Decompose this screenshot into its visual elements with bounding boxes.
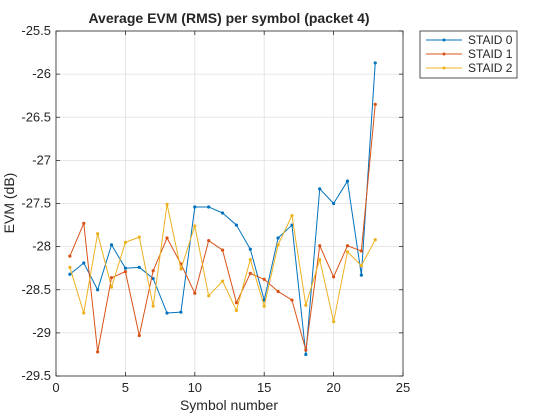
legend-label-staid-2: STAID 2 bbox=[468, 61, 513, 75]
data-point-staid-1 bbox=[109, 276, 114, 280]
legend-label-staid-1: STAID 1 bbox=[468, 47, 513, 61]
legend-marker-staid-0 bbox=[442, 38, 446, 42]
data-point-staid-0 bbox=[151, 276, 155, 281]
y-tick-label: -29.5 bbox=[21, 368, 51, 383]
data-point-staid-2 bbox=[165, 202, 169, 206]
data-point-staid-2 bbox=[96, 232, 100, 236]
legend: STAID 0 STAID 1 STAID 2 bbox=[419, 30, 518, 79]
data-point-staid-2 bbox=[318, 257, 322, 262]
data-point-staid-2 bbox=[304, 303, 308, 307]
data-point-staid-1 bbox=[82, 221, 86, 225]
data-point-staid-1 bbox=[373, 102, 377, 106]
data-point-staid-1 bbox=[137, 333, 141, 338]
legend-label-staid-0: STAID 0 bbox=[468, 33, 513, 47]
data-point-staid-1 bbox=[234, 301, 239, 305]
data-point-staid-2 bbox=[193, 224, 197, 228]
data-point-staid-0 bbox=[68, 272, 72, 276]
data-point-staid-0 bbox=[304, 352, 308, 357]
x-tick-label: 10 bbox=[188, 380, 202, 395]
data-point-staid-2 bbox=[220, 279, 225, 283]
data-point-staid-0 bbox=[179, 310, 183, 314]
data-point-staid-0 bbox=[345, 179, 350, 183]
data-point-staid-1 bbox=[262, 277, 266, 281]
data-point-staid-0 bbox=[359, 273, 363, 277]
data-point-staid-1 bbox=[151, 269, 155, 273]
data-point-staid-1 bbox=[359, 249, 363, 253]
data-point-staid-2 bbox=[332, 320, 336, 324]
data-point-staid-2 bbox=[234, 308, 239, 313]
data-point-staid-0 bbox=[332, 201, 336, 206]
data-point-staid-2 bbox=[359, 264, 363, 268]
data-point-staid-2 bbox=[276, 243, 280, 247]
data-point-staid-0 bbox=[137, 265, 141, 269]
data-point-staid-0 bbox=[207, 205, 211, 209]
data-point-staid-0 bbox=[234, 223, 239, 227]
axis-ticks: 0 5 10 15 20 25 -25.5 -26 -26.5 -27 -27.5 -28 -28.5 -… bbox=[21, 23, 410, 395]
y-tick-label: -26 bbox=[32, 66, 51, 81]
data-point-staid-0 bbox=[109, 243, 114, 247]
data-point-staid-0 bbox=[248, 247, 252, 251]
data-point-staid-2 bbox=[373, 238, 377, 242]
data-point-staid-1 bbox=[345, 244, 350, 248]
data-point-staid-0 bbox=[276, 236, 280, 240]
data-point-staid-2 bbox=[151, 304, 155, 308]
data-point-staid-1 bbox=[304, 348, 308, 352]
data-point-staid-1 bbox=[165, 236, 169, 240]
data-point-staid-2 bbox=[262, 304, 266, 308]
data-point-staid-1 bbox=[123, 270, 127, 274]
data-point-staid-2 bbox=[179, 267, 183, 271]
data-point-staid-2 bbox=[248, 257, 252, 262]
x-tick-label: 15 bbox=[257, 380, 271, 395]
data-point-staid-1 bbox=[193, 291, 197, 295]
y-tick-label: -28.5 bbox=[21, 282, 51, 297]
y-tick-label: -29 bbox=[32, 325, 51, 340]
y-tick-label: -26.5 bbox=[21, 109, 51, 124]
data-point-staid-0 bbox=[220, 211, 225, 215]
data-point-staid-0 bbox=[373, 61, 377, 65]
data-point-staid-2 bbox=[82, 311, 86, 315]
data-point-staid-1 bbox=[220, 248, 225, 252]
data-point-staid-0 bbox=[318, 187, 322, 191]
data-point-staid-1 bbox=[276, 289, 280, 294]
data-point-staid-1 bbox=[318, 244, 322, 248]
data-point-staid-1 bbox=[207, 238, 211, 243]
data-point-staid-0 bbox=[96, 288, 100, 292]
data-point-staid-0 bbox=[290, 223, 294, 227]
legend-marker-staid-2 bbox=[442, 66, 446, 70]
data-point-staid-2 bbox=[207, 294, 211, 298]
y-tick-label: -27 bbox=[32, 152, 51, 167]
y-tick-label: -25.5 bbox=[21, 23, 51, 38]
y-tick-label: -27.5 bbox=[21, 196, 51, 211]
data-point-staid-2 bbox=[290, 213, 294, 218]
data-point-staid-1 bbox=[248, 271, 252, 275]
x-tick-label: 25 bbox=[396, 380, 410, 395]
series-lines bbox=[68, 61, 377, 357]
data-point-staid-1 bbox=[96, 350, 100, 354]
x-tick-label: 20 bbox=[326, 380, 340, 395]
x-tick-label: 0 bbox=[52, 380, 59, 395]
data-point-staid-2 bbox=[345, 250, 350, 254]
data-point-staid-2 bbox=[123, 240, 127, 244]
y-tick-label: -28 bbox=[32, 239, 51, 254]
data-point-staid-1 bbox=[332, 275, 336, 279]
data-point-staid-1 bbox=[290, 298, 294, 302]
data-point-staid-0 bbox=[193, 205, 197, 209]
data-point-staid-2 bbox=[68, 265, 72, 269]
x-tick-label: 5 bbox=[122, 380, 129, 395]
data-point-staid-0 bbox=[165, 311, 169, 315]
legend-marker-staid-1 bbox=[442, 52, 446, 56]
data-point-staid-2 bbox=[109, 285, 114, 289]
x-axis-label: Symbol number bbox=[180, 397, 278, 413]
data-point-staid-0 bbox=[123, 266, 127, 270]
y-axis-label: EVM (dB) bbox=[1, 173, 17, 234]
data-point-staid-1 bbox=[68, 254, 72, 258]
chart-title: Average EVM (RMS) per symbol (packet 4) bbox=[88, 10, 369, 26]
data-point-staid-2 bbox=[137, 235, 141, 239]
data-point-staid-0 bbox=[82, 261, 86, 265]
